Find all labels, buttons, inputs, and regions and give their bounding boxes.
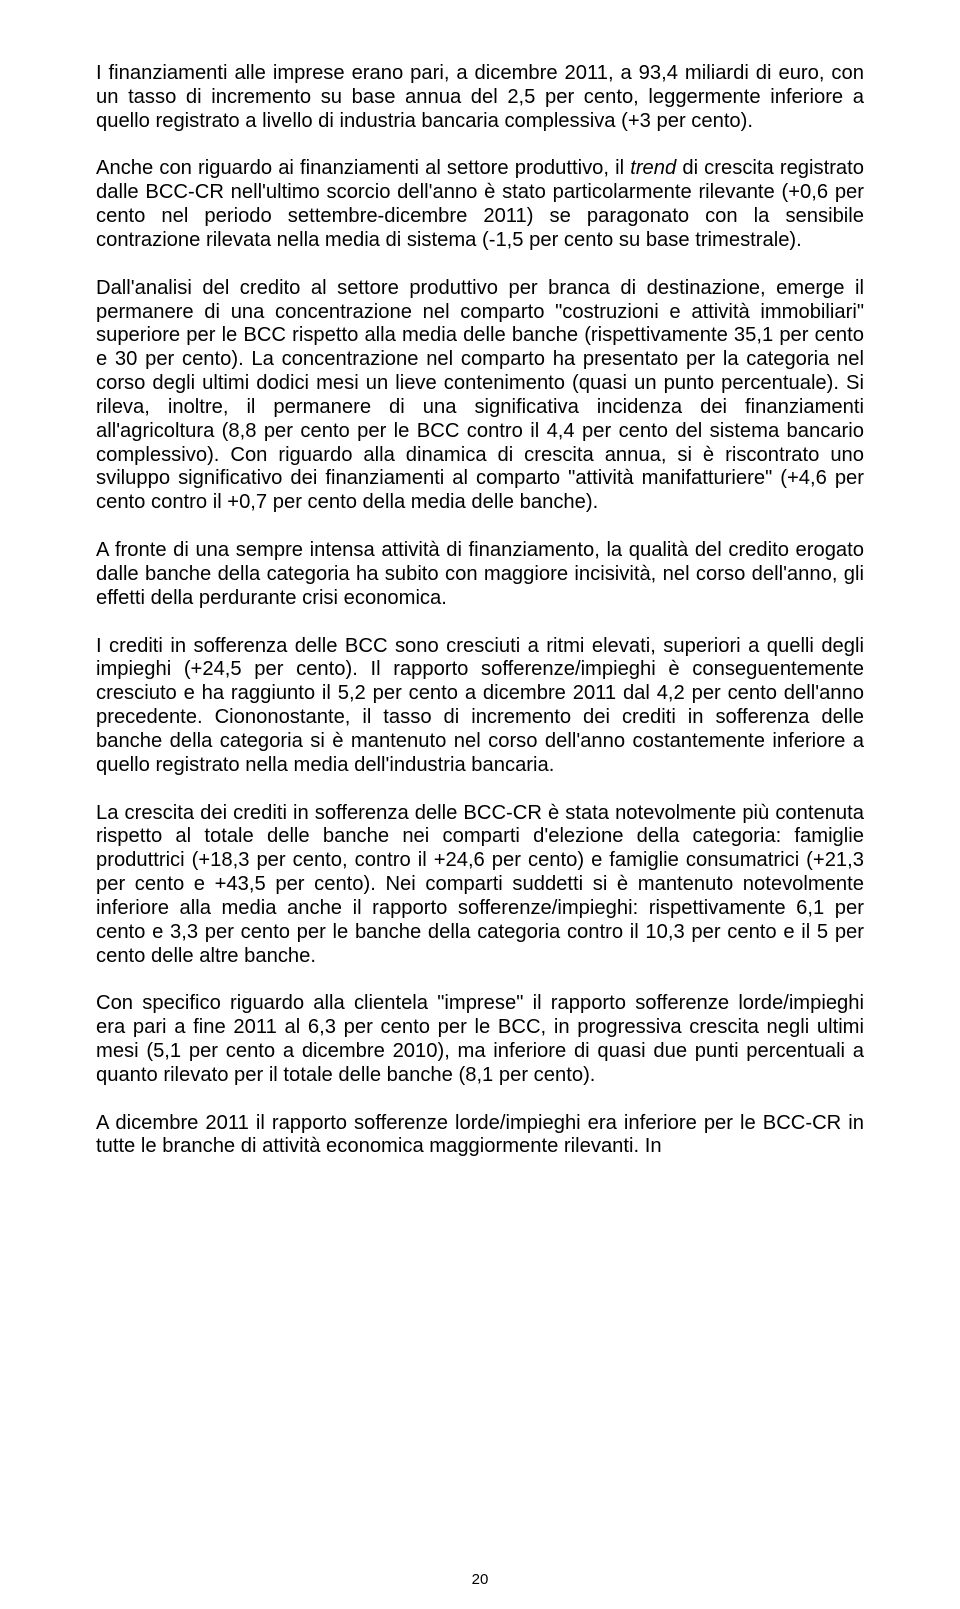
paragraph: Dall'analisi del credito al settore prod… [96,277,864,515]
paragraph: I finanziamenti alle imprese erano pari,… [96,62,864,133]
paragraph: Anche con riguardo ai finanziamenti al s… [96,157,864,252]
paragraph: La crescita dei crediti in sofferenza de… [96,802,864,969]
paragraph: A dicembre 2011 il rapporto sofferenze l… [96,1112,864,1160]
italic-word: trend [630,157,676,179]
paragraph: A fronte di una sempre intensa attività … [96,539,864,610]
paragraph: Con specifico riguardo alla clientela "i… [96,992,864,1087]
page-number: 20 [0,1571,960,1589]
paragraph-text: Anche con riguardo ai finanziamenti al s… [96,157,630,179]
paragraph: I crediti in sofferenza delle BCC sono c… [96,635,864,778]
document-page: I finanziamenti alle imprese erano pari,… [0,0,960,1609]
